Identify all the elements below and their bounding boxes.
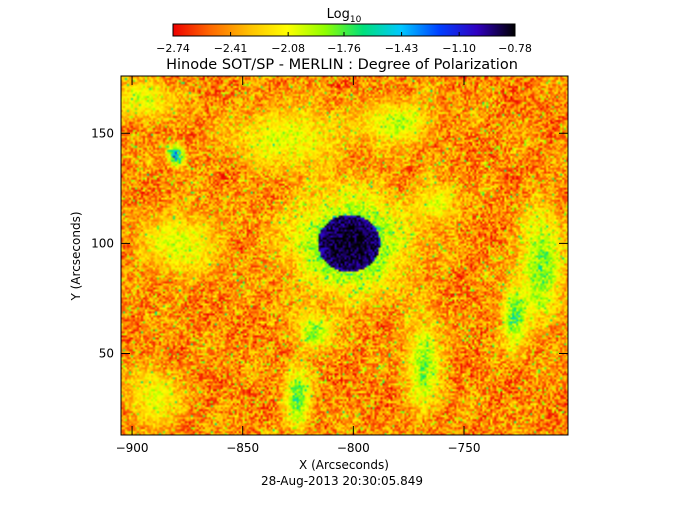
- x-tick-label: −850: [226, 441, 259, 455]
- colorbar-ticks: −2.74 −2.41 −2.08 −1.76 −1.43 −1.10 −0.78: [156, 32, 532, 55]
- colorbar-tick-label: −1.43: [385, 42, 419, 55]
- colorbar-tick-label: −1.76: [327, 42, 361, 55]
- colorbar-gradient: [173, 24, 515, 36]
- colorbar-label-main: Log: [327, 7, 350, 22]
- x-axis-label: X (Arcseconds): [299, 458, 389, 472]
- y-tick-label: 50: [99, 347, 114, 361]
- y-tick-label: 150: [91, 126, 114, 140]
- x-axis: −900 −850 −800 −750: [116, 76, 481, 455]
- colorbar-tick-label: −0.78: [498, 42, 532, 55]
- x-tick-label: −900: [116, 441, 149, 455]
- colorbar: Log10 −2.74 −2.41 −2.08 −1.76 −1.43 −1.10 −0.7…: [156, 7, 532, 55]
- y-axis: 50 100 150: [91, 126, 568, 361]
- colorbar-label: Log10: [327, 7, 362, 25]
- chart-title: Hinode SOT/SP - MERLIN : Degree of Polar…: [166, 57, 518, 73]
- colorbar-tick-label: −2.08: [271, 42, 305, 55]
- heatmap-image: [121, 76, 568, 435]
- x-tick-label: −750: [448, 441, 481, 455]
- colorbar-tick-label: −1.10: [442, 42, 476, 55]
- x-tick-label: −800: [337, 441, 370, 455]
- colorbar-tick-label: −2.74: [156, 42, 190, 55]
- plot-area: −900 −850 −800 −750 50 100 150: [91, 75, 569, 455]
- colorbar-tick-label: −2.41: [214, 42, 248, 55]
- y-axis-label: Y (Arcseconds): [69, 211, 83, 301]
- timestamp: 28-Aug-2013 20:30:05.849: [261, 474, 423, 488]
- colorbar-label-sub: 10: [350, 15, 362, 25]
- plot-frame: [120, 75, 569, 436]
- y-tick-label: 100: [91, 236, 114, 250]
